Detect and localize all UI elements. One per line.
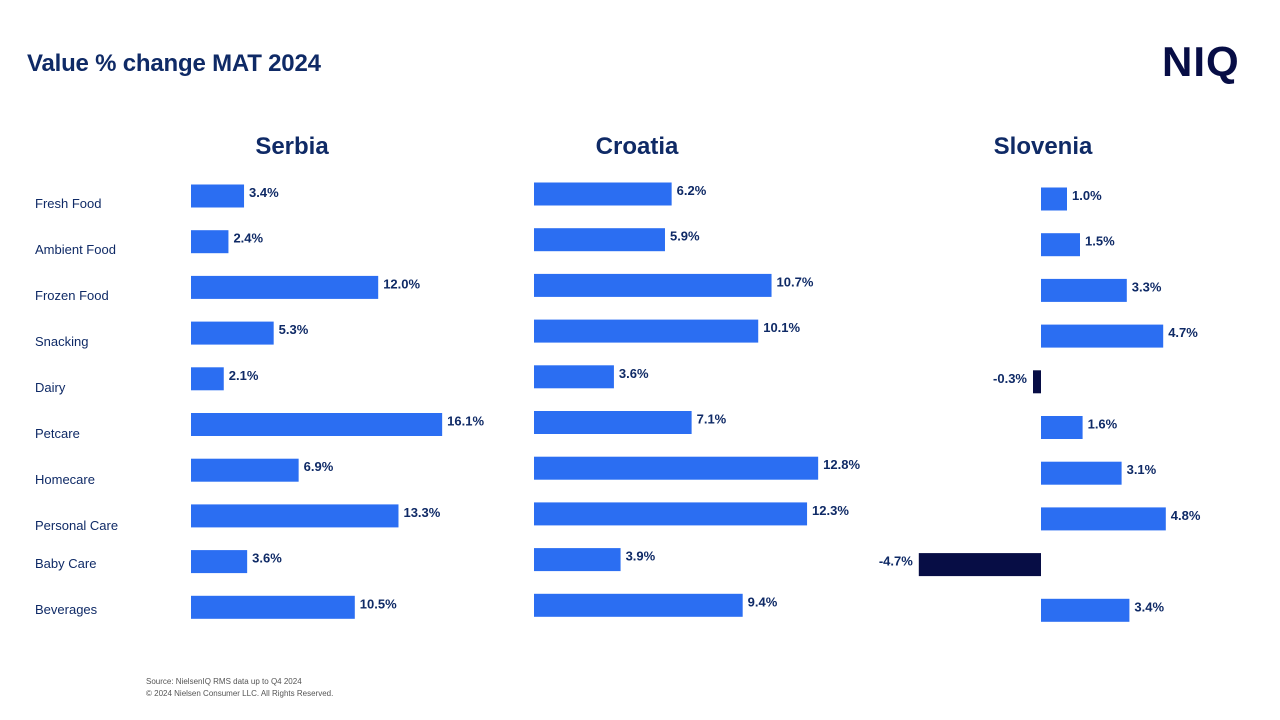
- bar: [1041, 598, 1130, 622]
- bar: [191, 413, 443, 436]
- bar: [191, 321, 274, 345]
- data-label: 5.9%: [670, 229, 700, 244]
- bar: [191, 230, 229, 254]
- source-note: Source: NielsenIQ RMS data up to Q4 2024: [146, 677, 302, 686]
- data-label: 4.8%: [1171, 508, 1201, 523]
- bar: [1041, 416, 1083, 439]
- bar: [191, 550, 248, 574]
- bar: [1041, 187, 1067, 211]
- category-label: Baby Care: [35, 556, 96, 571]
- data-label: 10.1%: [763, 320, 800, 335]
- bar: [534, 365, 614, 389]
- bar: [534, 319, 759, 343]
- data-label: 13.3%: [403, 505, 440, 520]
- bar: [191, 275, 379, 299]
- bar: [1041, 507, 1166, 531]
- data-label: 5.3%: [279, 322, 309, 337]
- bar: [1041, 233, 1080, 257]
- category-label: Petcare: [35, 426, 80, 441]
- data-label: -0.3%: [993, 371, 1027, 386]
- bar: [918, 553, 1041, 577]
- data-label: 6.2%: [677, 183, 707, 198]
- bar: [191, 595, 355, 619]
- data-label: 3.3%: [1132, 279, 1162, 294]
- data-label: 12.3%: [812, 503, 849, 518]
- page-title: Value % change MAT 2024: [27, 50, 321, 77]
- data-label: 7.1%: [697, 412, 727, 427]
- bar: [534, 456, 819, 480]
- bar: [1033, 370, 1041, 394]
- bar: [1041, 461, 1122, 485]
- bar: [1041, 278, 1127, 302]
- bar: [534, 228, 665, 252]
- data-label: 1.0%: [1072, 188, 1102, 203]
- data-label: 1.5%: [1085, 234, 1115, 249]
- data-label: 3.6%: [252, 551, 282, 566]
- chart-slovenia: Slovenia 1.0% 1.5% 3.3% 4.7% -0.3% 1.6% 3.1% 4.8…: [879, 133, 1201, 622]
- bar: [191, 504, 399, 528]
- chart-title: Slovenia: [994, 133, 1093, 160]
- copyright-note: © 2024 Nielsen Consumer LLC. All Rights …: [146, 689, 334, 698]
- data-label: 1.6%: [1088, 417, 1118, 432]
- category-label: Personal Care: [35, 518, 118, 533]
- data-label: 4.7%: [1168, 325, 1198, 340]
- bar: [191, 184, 245, 208]
- data-label: 6.9%: [304, 459, 334, 474]
- bar: [534, 411, 692, 434]
- data-label: 12.0%: [383, 276, 420, 291]
- data-label: 3.4%: [249, 185, 279, 200]
- category-label: Homecare: [35, 472, 95, 487]
- chart-title: Serbia: [255, 133, 329, 160]
- data-label: 2.1%: [229, 368, 259, 383]
- data-label: 16.1%: [447, 414, 484, 429]
- data-label: 2.4%: [233, 231, 263, 246]
- bar: [534, 502, 808, 526]
- category-label: Ambient Food: [35, 242, 116, 257]
- bar: [534, 548, 621, 572]
- bar: [534, 273, 772, 297]
- category-label: Dairy: [35, 380, 66, 395]
- bar: [191, 458, 299, 482]
- bar: [1041, 324, 1164, 348]
- data-label: 10.5%: [360, 596, 397, 611]
- chart-croatia: Croatia 6.2% 5.9% 10.7% 10.1% 3.6% 7.1% 12.8% 12…: [534, 133, 860, 617]
- category-label: Frozen Food: [35, 288, 109, 303]
- bar: [534, 593, 743, 617]
- category-label: Snacking: [35, 334, 88, 349]
- category-label: Beverages: [35, 602, 98, 617]
- category-label: Fresh Food: [35, 196, 101, 211]
- data-label: 3.4%: [1134, 599, 1164, 614]
- data-label: 3.6%: [619, 366, 649, 381]
- data-label: -4.7%: [879, 554, 913, 569]
- bar: [191, 367, 224, 391]
- niq-logo: NIQ: [1162, 40, 1240, 85]
- data-label: 12.8%: [823, 457, 860, 472]
- chart-serbia: Serbia 3.4% 2.4% 12.0% 5.3% 2.1% 16.1% 6.9% 13.3…: [191, 133, 484, 619]
- data-label: 10.7%: [777, 274, 814, 289]
- data-label: 3.9%: [626, 549, 656, 564]
- footer: Source: NielsenIQ RMS data up to Q4 2024…: [146, 676, 333, 700]
- niq-logo-text: NIQ: [1162, 40, 1240, 85]
- chart-title: Croatia: [596, 133, 679, 160]
- data-label: 3.1%: [1127, 462, 1157, 477]
- bar: [534, 182, 672, 206]
- data-label: 9.4%: [748, 594, 778, 609]
